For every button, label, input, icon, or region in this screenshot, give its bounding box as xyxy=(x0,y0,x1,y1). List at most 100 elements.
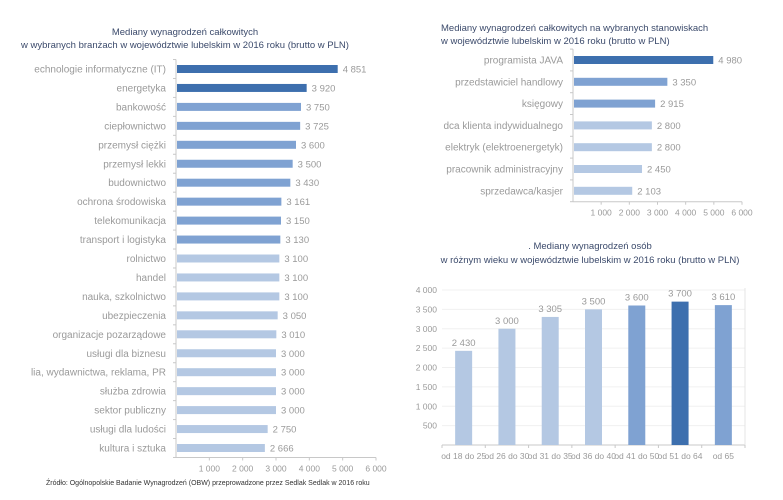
data-label: 2 103 xyxy=(637,186,661,197)
category-label: bankowość xyxy=(116,102,166,113)
category-label: usługi dla biznesu xyxy=(87,349,167,360)
bar xyxy=(177,121,301,130)
category-label: handel xyxy=(136,273,166,284)
category-label: energetyka xyxy=(117,83,167,94)
bar xyxy=(177,349,276,358)
x-tick-label: 6 000 xyxy=(731,208,753,218)
data-label: 3 100 xyxy=(284,292,308,303)
data-label: 3 305 xyxy=(538,304,562,315)
bar xyxy=(574,165,643,173)
bar xyxy=(177,65,338,73)
bar xyxy=(177,273,280,282)
x-tick-label: 2 000 xyxy=(232,463,254,473)
x-tick-label: 3 000 xyxy=(647,208,669,218)
data-label: 4 980 xyxy=(718,56,742,67)
bar xyxy=(177,197,282,206)
bar xyxy=(541,316,559,445)
bar xyxy=(177,83,307,92)
category-label: przemysł lekki xyxy=(103,159,166,170)
x-category-label: od 26 do 30 xyxy=(484,451,529,461)
category-label: nauka, szkolnictwo xyxy=(82,292,166,303)
data-label: 3 500 xyxy=(298,159,322,170)
source-note: Źródło: Ogólnopolskie Badanie Wynagrodze… xyxy=(46,478,370,487)
chart-industries: Mediany wynagrodzeń całkowitych w wybran… xyxy=(20,27,387,473)
bar xyxy=(177,292,280,301)
chart-positions: Mediany wynagrodzeń całkowitych na wybra… xyxy=(440,23,753,218)
data-label: 3 350 xyxy=(672,77,696,88)
category-label: sprzedawca/kasjer xyxy=(480,186,563,197)
y-tick-label: 1 000 xyxy=(416,401,438,411)
x-tick-label: 1 000 xyxy=(199,463,221,473)
category-label: służba zdrowia xyxy=(100,387,167,398)
data-label: 3 750 xyxy=(306,102,330,113)
category-label: sektor publiczny xyxy=(94,406,166,417)
category-label: przedstawiciel handlowy xyxy=(455,77,563,88)
bar xyxy=(177,140,296,149)
x-category-label: od 65 xyxy=(713,451,735,461)
category-label: księgowy xyxy=(522,99,563,110)
x-category-label: od 41 do 50 xyxy=(614,451,659,461)
y-tick-label: 2 500 xyxy=(416,343,438,353)
data-label: 3 610 xyxy=(711,292,735,303)
data-label: 3 600 xyxy=(301,140,325,151)
bar xyxy=(177,178,291,187)
x-category-label: od 51 do 64 xyxy=(658,451,703,461)
data-label: 4 851 xyxy=(343,65,367,76)
chart-age: . Mediany wynagrodzeń osób w różnym wiek… xyxy=(416,241,746,461)
bar xyxy=(177,425,268,434)
data-label: 3 920 xyxy=(312,83,336,94)
category-label: przemysł ciężki xyxy=(98,140,166,151)
x-category-label: od 18 do 25 xyxy=(441,451,486,461)
y-tick-label: 2 000 xyxy=(416,363,438,373)
x-tick-label: 3 000 xyxy=(265,463,287,473)
bar xyxy=(498,328,516,445)
category-label: telekomunikacja xyxy=(94,216,166,227)
data-label: 3 000 xyxy=(281,387,305,398)
bar xyxy=(177,102,301,111)
data-label: 3 000 xyxy=(281,406,305,417)
category-label: transport i logistyka xyxy=(80,235,167,246)
bar xyxy=(455,350,473,445)
category-label: echnologie informatyczne (IT) xyxy=(34,65,166,76)
bar xyxy=(671,301,689,445)
bar xyxy=(177,254,280,263)
bar xyxy=(574,56,714,64)
chart-title-line1: . Mediany wynagrodzeń osób xyxy=(528,241,652,252)
chart-title-line2: w województwie lubelskim w 2016 roku (br… xyxy=(440,36,670,47)
data-label: 3 100 xyxy=(284,254,308,265)
chart-title-line2: w różnym wieku w województwie lubelskim … xyxy=(440,255,740,266)
category-label: kultura i sztuka xyxy=(99,444,166,455)
data-label: 3 161 xyxy=(286,197,310,208)
data-label: 2 800 xyxy=(657,121,681,132)
category-label: dca klienta indywidualnego xyxy=(443,121,563,132)
category-label: ubezpieczenia xyxy=(102,311,166,322)
bar xyxy=(574,143,652,152)
y-tick-label: 4 000 xyxy=(416,285,438,295)
data-label: 3 500 xyxy=(582,296,606,307)
category-label: programista JAVA xyxy=(484,56,563,67)
bar xyxy=(177,444,265,452)
bar xyxy=(177,235,281,244)
x-category-label: od 36 do 40 xyxy=(571,451,616,461)
bar xyxy=(574,186,633,195)
x-tick-label: 1 000 xyxy=(591,208,613,218)
data-label: 3 010 xyxy=(281,330,305,341)
x-tick-label: 4 000 xyxy=(299,463,321,473)
data-label: 3 700 xyxy=(668,289,692,300)
y-tick-label: 3 000 xyxy=(416,324,438,334)
category-label: ciepłownictwo xyxy=(104,121,166,132)
category-label: organizacje pozarządowe xyxy=(53,330,167,341)
data-label: 3 100 xyxy=(284,273,308,284)
y-tick-label: 1 500 xyxy=(416,382,438,392)
category-label: rolnictwo xyxy=(127,254,167,265)
x-tick-label: 4 000 xyxy=(675,208,697,218)
x-tick-label: 6 000 xyxy=(365,463,387,473)
data-label: 3 050 xyxy=(283,311,307,322)
category-label: lia, wydawnictwa, reklama, PR xyxy=(31,368,166,379)
data-label: 2 800 xyxy=(657,143,681,154)
data-label: 3 150 xyxy=(286,216,310,227)
data-label: 2 666 xyxy=(270,444,294,455)
bar xyxy=(574,121,652,130)
